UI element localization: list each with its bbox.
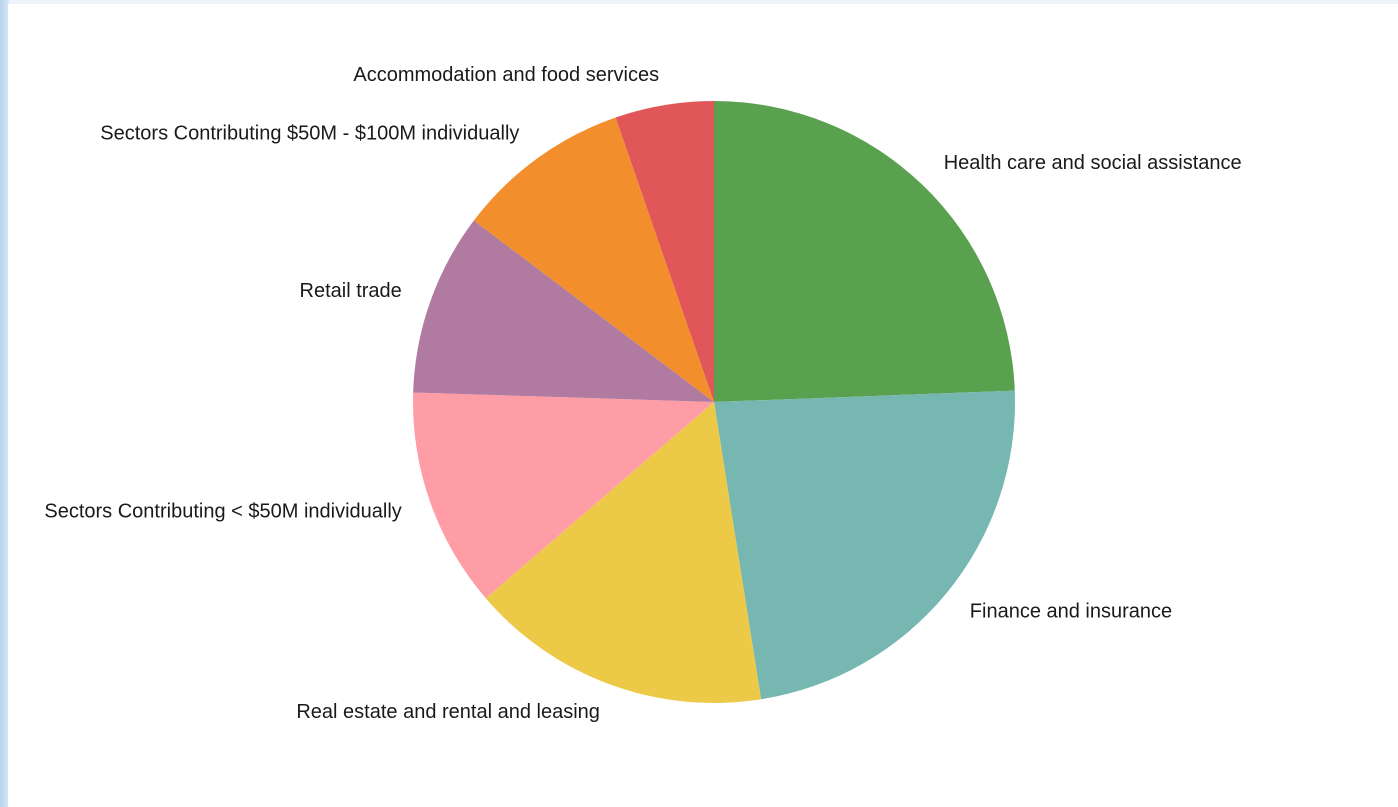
pie-slice-label: Real estate and rental and leasing bbox=[296, 701, 600, 723]
pie-slice bbox=[714, 101, 1015, 402]
pie-slice-label: Accommodation and food services bbox=[353, 64, 659, 86]
pie-labels: Health care and social assistance Finance… bbox=[44, 64, 1241, 723]
pie-slice-label: Health care and social assistance bbox=[944, 152, 1242, 174]
pie-slice bbox=[485, 402, 762, 703]
pie-slice bbox=[413, 220, 714, 402]
pie-slice-label: Sectors Contributing < $50M individually bbox=[44, 500, 401, 522]
pie-slices bbox=[413, 101, 1016, 703]
pie-chart: Health care and social assistance Finance… bbox=[44, 64, 1241, 723]
pie-slice-label: Retail trade bbox=[300, 280, 402, 302]
pie-slice-label: Finance and insurance bbox=[970, 600, 1172, 622]
pie-slice bbox=[714, 390, 1016, 700]
pie-slice bbox=[473, 117, 714, 402]
pie-slice bbox=[615, 101, 714, 402]
pie-slice-label: Sectors Contributing $50M - $100M indivi… bbox=[100, 122, 519, 144]
pie-slice bbox=[413, 392, 714, 599]
chart-canvas: Health care and social assistance Finance… bbox=[8, 4, 1398, 807]
